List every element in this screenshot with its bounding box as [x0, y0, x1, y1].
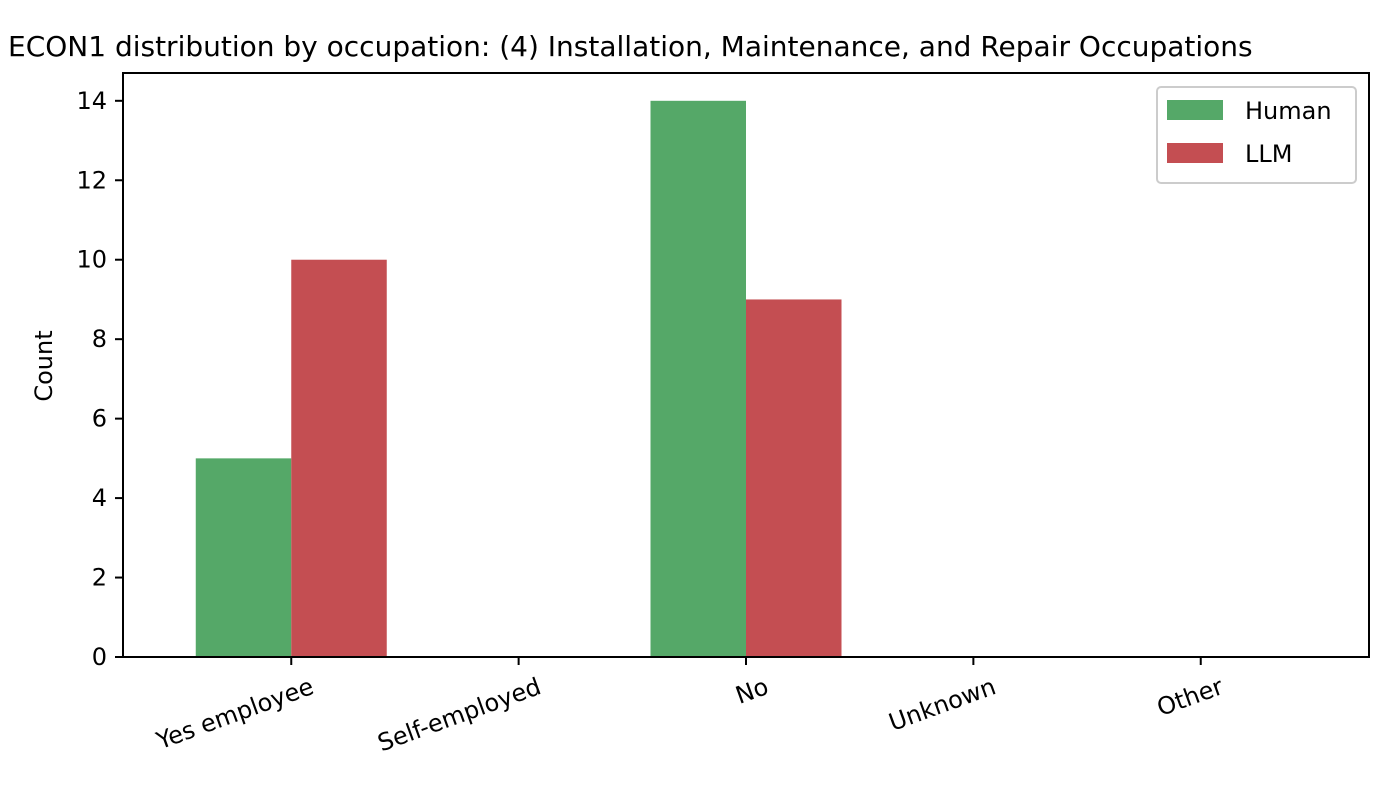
bar-llm-no — [746, 299, 842, 657]
bars-layer — [195, 100, 842, 658]
chart-title: ECON1 distribution by occupation: (4) In… — [8, 30, 1253, 63]
y-tick-label: 10 — [76, 246, 107, 274]
y-tick-label: 0 — [92, 643, 107, 671]
legend-label-human: Human — [1245, 97, 1332, 125]
legend: Human LLM — [1156, 86, 1357, 184]
bar-human-no — [650, 100, 746, 658]
legend-swatch-human — [1167, 100, 1223, 120]
y-tick-label: 12 — [76, 166, 107, 194]
y-tick-label: 6 — [92, 405, 107, 433]
bar-llm-yes-employee — [291, 259, 387, 657]
y-tick-label: 8 — [92, 325, 107, 353]
x-tick-label: Unknown — [885, 672, 999, 736]
y-tick-label: 4 — [92, 484, 107, 512]
legend-label-llm: LLM — [1245, 140, 1292, 168]
x-tick-label: Self-employed — [374, 672, 545, 757]
legend-swatch-llm — [1167, 143, 1223, 163]
bar-human-yes-employee — [195, 458, 292, 657]
y-tick-label: 2 — [92, 564, 107, 592]
x-tick-label: Yes employee — [152, 672, 317, 755]
x-tick-label: No — [732, 672, 772, 709]
y-axis-title: Count — [30, 330, 58, 401]
x-tick-label: Other — [1153, 672, 1227, 722]
y-tick-label: 14 — [76, 87, 107, 115]
